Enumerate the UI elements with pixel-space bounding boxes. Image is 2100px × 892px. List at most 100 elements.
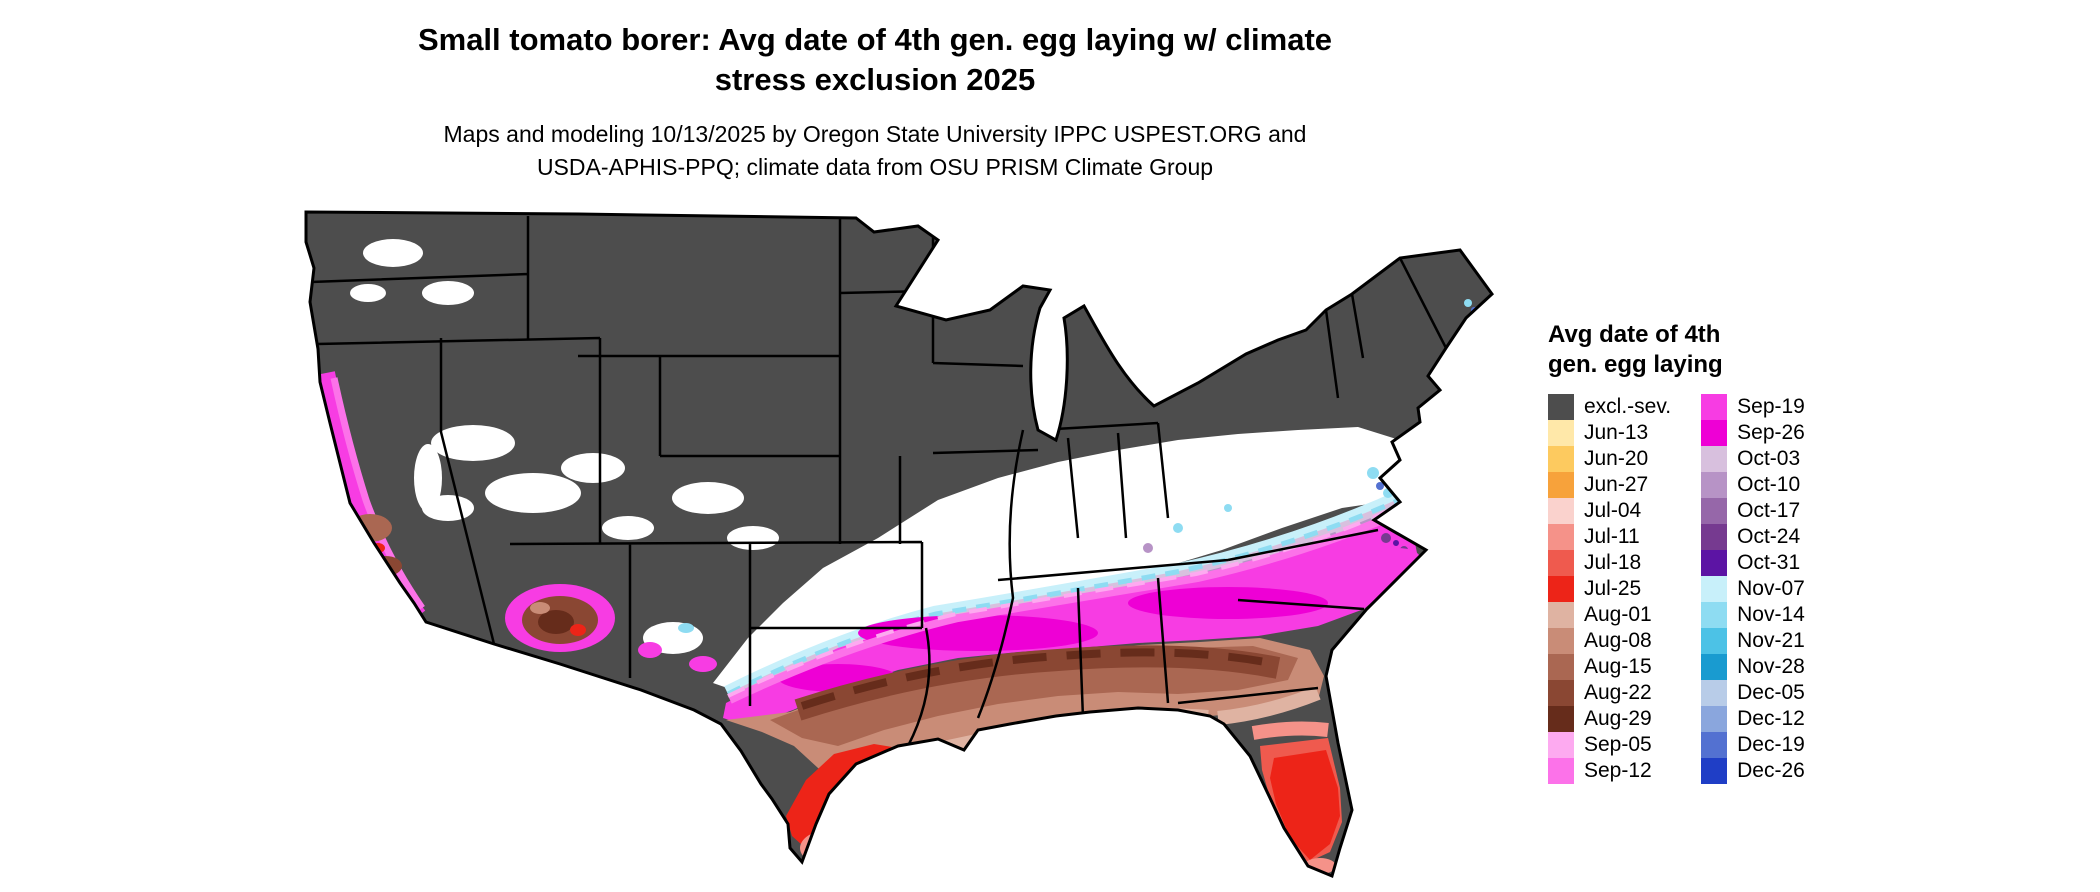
legend-label: Nov-21 — [1737, 629, 1805, 652]
legend-label: Sep-26 — [1737, 421, 1805, 444]
legend-entry: Dec-19 — [1701, 732, 1805, 758]
legend-swatch — [1701, 524, 1728, 550]
legend-entry: Jul-18 — [1548, 550, 1671, 576]
map-shape — [1464, 299, 1472, 307]
map-shape — [1405, 517, 1411, 523]
us-outline — [304, 210, 1494, 879]
legend-swatch — [1548, 706, 1574, 732]
map-shape — [431, 425, 515, 461]
legend-label: Oct-24 — [1737, 525, 1801, 548]
legend-entry: Jul-11 — [1548, 524, 1671, 550]
legend-swatch — [1548, 472, 1574, 498]
legend-entry: Jun-20 — [1548, 446, 1671, 472]
legend-swatch — [1701, 394, 1728, 420]
legend-entry: Jun-13 — [1548, 420, 1671, 446]
legend-swatch — [1701, 680, 1728, 706]
legend-label: Oct-31 — [1737, 551, 1801, 574]
legend-entry: Nov-28 — [1701, 654, 1805, 680]
legend-swatch — [1701, 706, 1728, 732]
legend-label: Jul-25 — [1584, 577, 1642, 600]
legend-entry: Jul-04 — [1548, 498, 1671, 524]
legend-swatch — [1701, 446, 1728, 472]
map-shape — [672, 482, 744, 514]
legend-label: Jul-11 — [1584, 525, 1640, 548]
map-shape — [363, 239, 423, 267]
legend-entry: Sep-05 — [1548, 732, 1671, 758]
zone-tan-florida-strip — [1217, 686, 1321, 725]
legend-label: Nov-28 — [1737, 655, 1805, 678]
zone-florida-salmon-band — [1251, 721, 1329, 740]
map-shape — [1128, 587, 1328, 619]
legend-label: excl.-sev. — [1584, 395, 1672, 418]
legend-label: Aug-01 — [1584, 603, 1652, 626]
map-shape — [1381, 533, 1391, 543]
zone-california-pink-coast — [330, 377, 425, 610]
legend-swatch — [1548, 654, 1574, 680]
legend-swatch — [1548, 394, 1574, 420]
map-shape — [1376, 548, 1420, 568]
zone-arizona-tan-spot — [530, 602, 550, 614]
legend-swatch — [1701, 654, 1728, 680]
legend-entry: Dec-26 — [1701, 758, 1805, 784]
map-shape — [1393, 540, 1399, 546]
legend-entry: Jul-25 — [1548, 576, 1671, 602]
legend-entry: Dec-05 — [1701, 680, 1805, 706]
legend-swatch — [1548, 498, 1574, 524]
map-shape — [1143, 543, 1153, 553]
map-shape — [414, 444, 442, 512]
legend-label: Aug-08 — [1584, 629, 1652, 652]
map-shape — [350, 284, 386, 302]
legend-label: Jul-18 — [1584, 551, 1642, 574]
legend-entry: Oct-31 — [1701, 550, 1805, 576]
legend-entry: Aug-29 — [1548, 706, 1671, 732]
legend-label: Dec-26 — [1737, 759, 1805, 782]
zone-newmexico-cyan-spot — [678, 623, 694, 633]
legend-title: Avg date of 4th gen. egg laying — [1548, 321, 1723, 378]
legend-swatch — [1548, 550, 1574, 576]
legend-label: Jun-20 — [1584, 447, 1649, 470]
legend-swatch — [1701, 732, 1728, 758]
zone-magenta-band — [723, 508, 1418, 726]
map-shape — [561, 453, 625, 483]
zone-darkestbrown-band — [800, 648, 1277, 710]
legend-entry: Sep-19 — [1701, 394, 1805, 420]
legend-entry: Nov-14 — [1701, 602, 1805, 628]
legend-swatch — [1701, 420, 1728, 446]
legend-column: Sep-19 Sep-26 Oct-03 Oct-10 Oct-17 Oct-24 Oct-… — [1701, 394, 1805, 784]
legend-label: Jun-13 — [1584, 421, 1649, 444]
map-title: Small tomato borer: Avg date of 4th gen.… — [417, 22, 1333, 98]
legend-entry: Oct-24 — [1701, 524, 1805, 550]
map-shape — [1376, 482, 1384, 490]
legend-swatch — [1548, 628, 1574, 654]
legend-column: excl.-sev. Jun-13 Jun-20 Jun-27 Jul-04 Jul-11… — [1548, 394, 1671, 784]
legend-swatch — [1548, 602, 1574, 628]
map-shape — [1224, 504, 1232, 512]
legend-swatch — [1548, 680, 1574, 706]
legend-label: Aug-15 — [1584, 655, 1652, 678]
legend: Avg date of 4th gen. egg laying excl.-se… — [1548, 320, 1978, 784]
map-shape — [1367, 467, 1379, 479]
zone-white-band — [713, 427, 1410, 691]
legend-swatch — [1701, 472, 1728, 498]
legend-swatch — [1701, 576, 1728, 602]
legend-label: Nov-07 — [1737, 577, 1805, 600]
map-shape — [485, 473, 581, 513]
legend-label: Dec-05 — [1737, 681, 1805, 704]
legend-entry: Oct-03 — [1701, 446, 1805, 472]
legend-entry: Aug-22 — [1548, 680, 1671, 706]
map-shape — [727, 526, 779, 550]
legend-entry: Dec-12 — [1701, 706, 1805, 732]
zone-newmexico-magenta2 — [689, 656, 717, 672]
legend-label: Aug-22 — [1584, 681, 1652, 704]
legend-label: Sep-19 — [1737, 395, 1805, 418]
legend-label: Nov-14 — [1737, 603, 1805, 626]
legend-columns: excl.-sev. Jun-13 Jun-20 Jun-27 Jul-04 Jul-11… — [1548, 394, 1978, 784]
legend-label: Aug-29 — [1584, 707, 1652, 730]
legend-swatch — [1548, 576, 1574, 602]
zone-arizona-darkbrown — [538, 610, 574, 634]
legend-label: Dec-19 — [1737, 733, 1805, 756]
legend-label: Oct-10 — [1737, 473, 1801, 496]
map-shape — [602, 516, 654, 540]
legend-swatch — [1701, 498, 1728, 524]
legend-label: Dec-12 — [1737, 707, 1805, 730]
